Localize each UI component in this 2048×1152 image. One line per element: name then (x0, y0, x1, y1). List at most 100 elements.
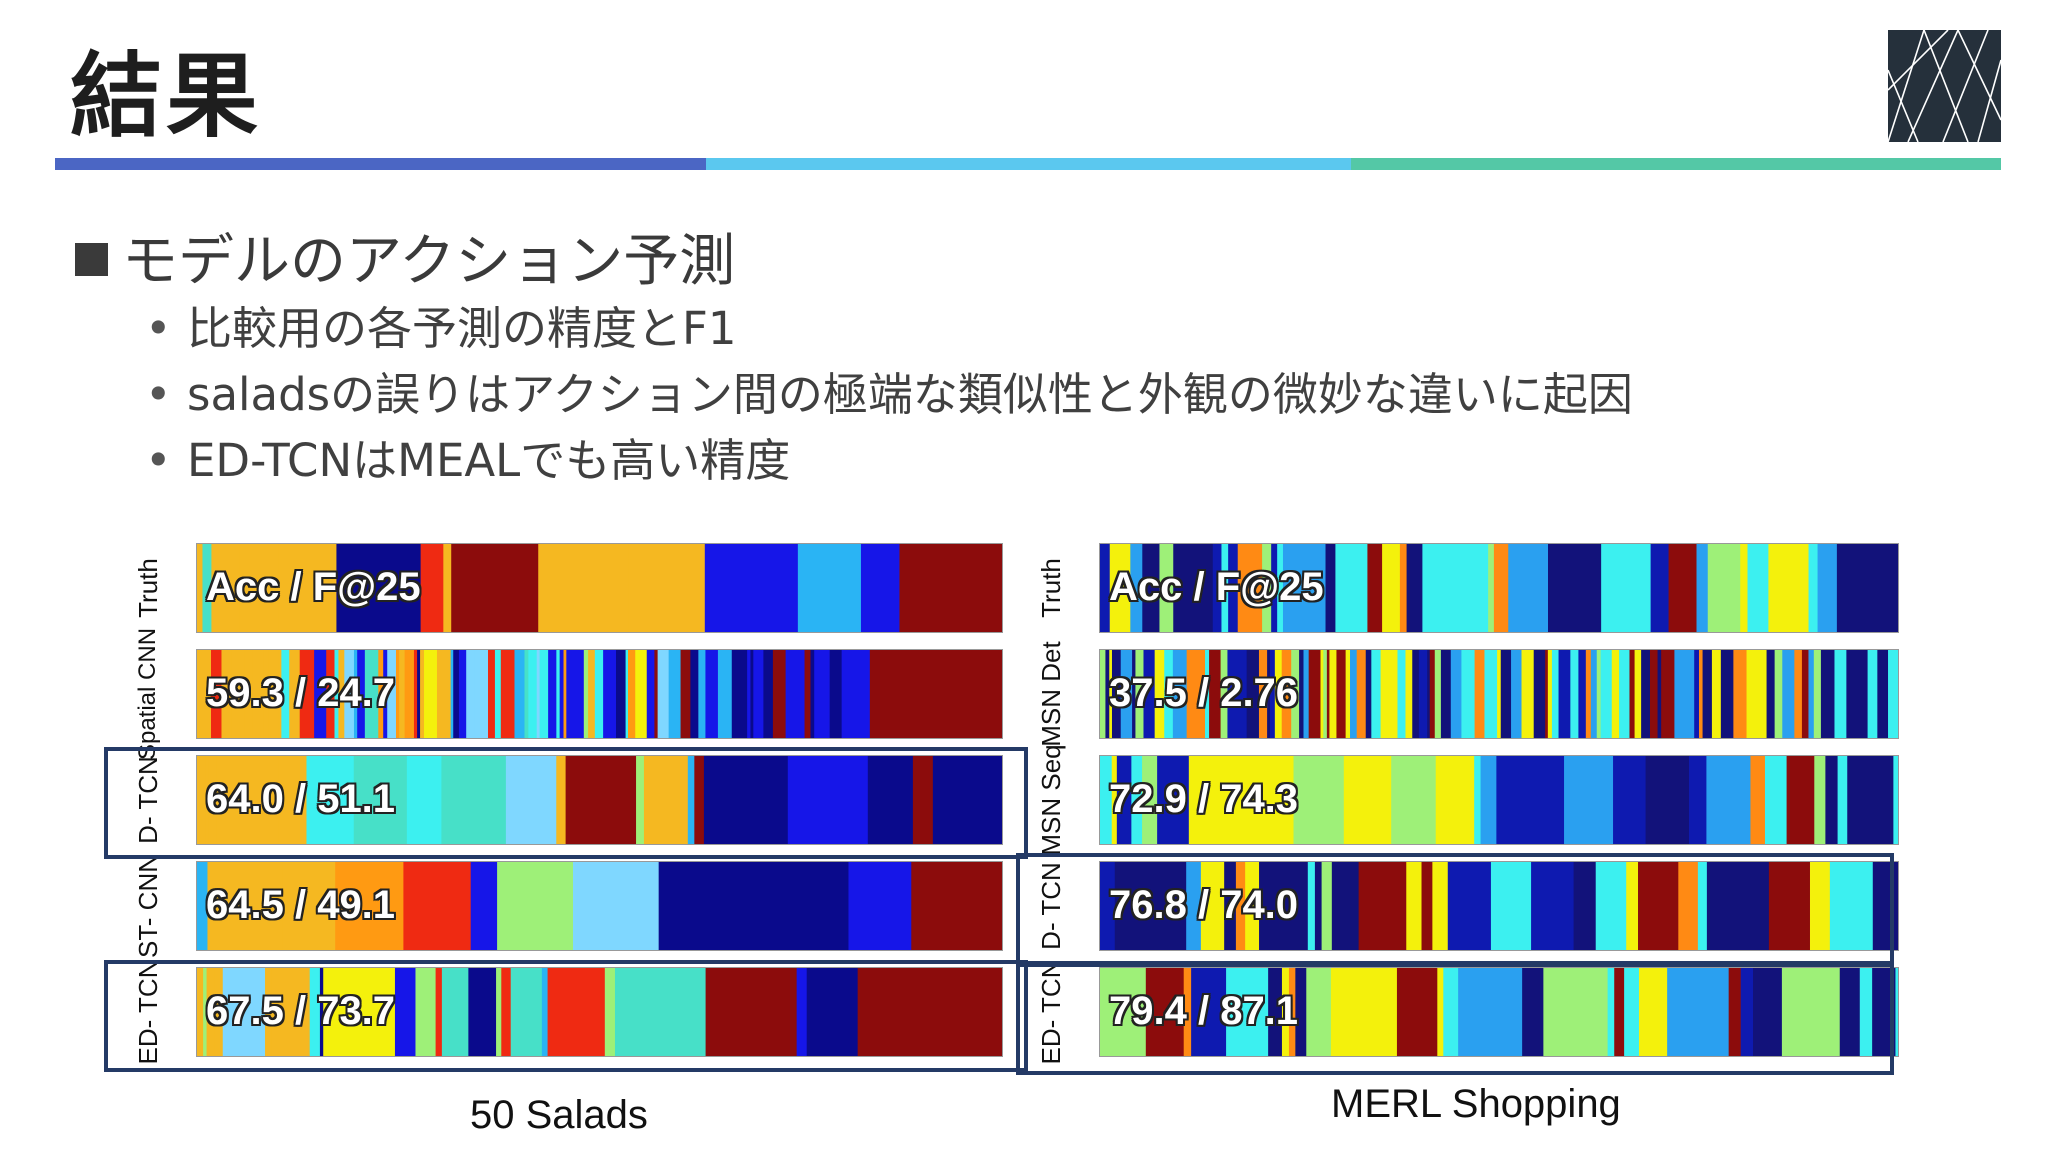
segment (222, 968, 266, 1056)
result-row: Truth Acc / F@25 (108, 543, 1008, 633)
segment (353, 650, 358, 738)
bullet-dot-icon: • (145, 368, 172, 421)
section-heading: モデルのアクション予測 (75, 216, 735, 297)
segment (197, 968, 204, 1056)
row-label: Truth (133, 558, 163, 618)
segment (1345, 650, 1351, 738)
segment (510, 968, 543, 1056)
segment (1100, 862, 1116, 950)
segment (497, 862, 574, 950)
segment (323, 968, 396, 1056)
segment (1667, 968, 1715, 1056)
segment (1209, 650, 1222, 738)
segment (860, 544, 900, 632)
segment (961, 650, 965, 738)
segment (1204, 756, 1236, 844)
segment (668, 650, 682, 738)
segment (1740, 968, 1754, 1056)
segment (826, 650, 831, 738)
segment (1267, 650, 1271, 738)
highlight-box-edtcn-salads (104, 960, 1028, 1072)
segment (1661, 650, 1675, 738)
segment (1321, 862, 1333, 950)
segment (1490, 862, 1532, 950)
segment (1521, 650, 1535, 738)
segment (548, 650, 557, 738)
segment (1585, 650, 1592, 738)
result-row: Truth Acc / F@25 (1011, 543, 1931, 633)
segment (747, 650, 751, 738)
title-underline-blue (55, 158, 706, 170)
segment (451, 544, 539, 632)
segment (1527, 968, 1544, 1056)
segment (705, 968, 710, 1056)
segment (1116, 756, 1132, 844)
segment (1847, 756, 1894, 844)
segment (1683, 650, 1691, 738)
segment (1593, 968, 1609, 1056)
segment (1314, 968, 1332, 1056)
segment (1740, 544, 1748, 632)
segment (1614, 968, 1625, 1056)
segment (505, 756, 557, 844)
segment (1100, 968, 1108, 1056)
segment (268, 650, 280, 738)
segment (935, 968, 967, 1056)
segment (500, 650, 515, 738)
segment (383, 650, 388, 738)
segment (1845, 544, 1858, 632)
segment (364, 650, 379, 738)
segment (927, 862, 1002, 950)
segment (1399, 544, 1408, 632)
segment (1892, 650, 1898, 738)
segment (763, 650, 774, 738)
segment (202, 544, 212, 632)
segment (1768, 544, 1809, 632)
row-label: Truth (1036, 558, 1066, 618)
score-label: 59.3 / 24.7 (206, 671, 396, 715)
segment (281, 650, 290, 738)
segment (588, 650, 596, 738)
segment (494, 650, 502, 738)
segment (1595, 862, 1627, 950)
segment (1447, 862, 1492, 950)
segment (263, 650, 270, 738)
segment (931, 650, 938, 738)
segment (1114, 862, 1143, 950)
segment (1105, 650, 1110, 738)
segment (566, 650, 578, 738)
segment (1851, 650, 1859, 738)
segment (344, 650, 355, 738)
segment (848, 862, 859, 950)
segment (753, 650, 764, 738)
segment (1172, 650, 1181, 738)
segment (1434, 650, 1442, 738)
segment (1223, 650, 1228, 738)
segment (1440, 650, 1452, 738)
segment (231, 650, 245, 738)
segment (1154, 650, 1165, 738)
segment (415, 968, 437, 1056)
segment (1274, 650, 1283, 738)
segment (1746, 650, 1758, 738)
segment (1865, 650, 1869, 738)
segment (524, 650, 529, 738)
segment (1196, 650, 1206, 738)
segment (306, 756, 355, 844)
segment (1325, 544, 1336, 632)
segment (1766, 650, 1776, 738)
segment (1641, 650, 1651, 738)
segment (1832, 650, 1835, 738)
segment (1533, 650, 1546, 738)
score-label: Acc / F@25 (206, 565, 421, 609)
segment (890, 650, 903, 738)
segment (514, 650, 526, 738)
segment (841, 650, 849, 738)
segment (604, 968, 616, 1056)
segment (1888, 650, 1893, 738)
segment (197, 756, 206, 844)
segment (1205, 650, 1210, 738)
score-label: 64.0 / 51.1 (206, 777, 396, 821)
segment (1246, 650, 1260, 738)
row-label: MSN Seq (1036, 744, 1066, 856)
